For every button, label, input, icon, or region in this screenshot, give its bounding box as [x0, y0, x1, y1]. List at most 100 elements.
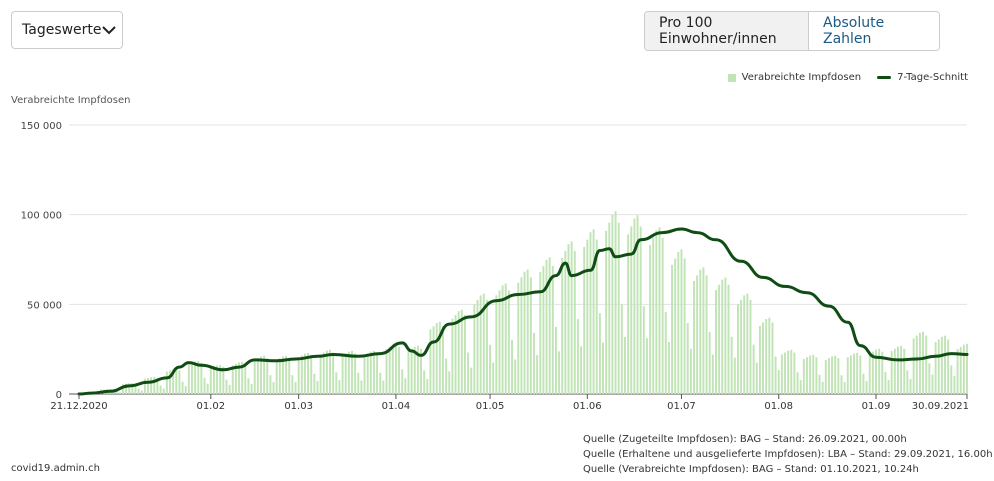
bar — [944, 335, 947, 394]
bar — [689, 348, 692, 394]
legend-item-line[interactable]: 7-Tage-Schnitt — [877, 72, 968, 83]
bar — [416, 345, 419, 394]
bar — [316, 381, 319, 394]
bar — [840, 375, 843, 394]
bar — [661, 237, 664, 394]
y-axis-title: Verabreichte Impfdosen — [11, 95, 131, 106]
bar — [887, 379, 890, 394]
bar — [740, 299, 743, 394]
toggle-per-100[interactable]: Pro 100 Einwohner/innen — [645, 12, 809, 50]
bar — [134, 383, 137, 394]
bar — [410, 348, 413, 394]
bar — [598, 313, 601, 394]
toggle-absolute[interactable]: Absolute Zahlen — [809, 12, 939, 50]
bar — [216, 365, 219, 394]
bar — [300, 355, 303, 394]
bar — [470, 367, 473, 394]
bar — [831, 356, 834, 394]
bar — [310, 355, 313, 394]
bar — [721, 279, 724, 394]
bar — [614, 211, 617, 394]
bar — [391, 344, 394, 394]
bar — [206, 383, 209, 394]
bar — [329, 349, 331, 394]
bar — [777, 370, 780, 394]
bar — [664, 312, 667, 394]
bar — [743, 295, 746, 394]
bar — [818, 374, 821, 394]
bar — [642, 306, 645, 394]
bar — [181, 381, 184, 394]
bar — [285, 355, 288, 394]
bar — [583, 246, 586, 394]
bar — [288, 358, 291, 394]
bar — [617, 222, 620, 394]
bar — [711, 354, 714, 394]
bar — [413, 346, 416, 394]
bar — [360, 380, 363, 394]
chart-legend: Verabreichte Impfdosen 7-Tage-Schnitt — [727, 72, 968, 83]
bar — [727, 284, 730, 394]
bar — [558, 351, 561, 394]
bar — [576, 319, 579, 394]
bar — [432, 326, 435, 394]
bar — [903, 348, 906, 394]
bar — [454, 314, 457, 394]
bar — [303, 353, 306, 394]
bar — [533, 332, 535, 394]
y-tick-label: 0 — [56, 390, 62, 401]
bar — [457, 311, 460, 394]
bar — [605, 230, 608, 394]
bar — [332, 352, 335, 394]
bar — [865, 381, 868, 394]
bar — [507, 290, 510, 394]
bar — [526, 269, 529, 394]
bar — [228, 384, 231, 394]
bar — [630, 226, 633, 394]
bar — [482, 293, 485, 394]
legend-item-bars[interactable]: Verabreichte Impfdosen — [727, 72, 861, 83]
bar — [702, 267, 705, 394]
bar — [940, 336, 943, 394]
vaccination-chart: 0 50 000 100 000 150 000 21.12.2020 01.02 01.0… — [21, 121, 969, 412]
bar — [156, 377, 159, 394]
x-tick-label: 30.09.2021 — [912, 401, 969, 412]
bar — [548, 257, 551, 394]
bar — [272, 382, 275, 394]
bar — [696, 275, 699, 394]
unit-toggle[interactable]: Pro 100 Einwohner/innen Absolute Zahlen — [644, 11, 940, 51]
bar — [884, 371, 887, 394]
bar — [438, 321, 441, 394]
bar — [649, 245, 652, 394]
bar — [950, 365, 953, 394]
bar — [573, 250, 576, 394]
bar — [344, 353, 347, 394]
bar — [922, 331, 925, 394]
bar — [931, 374, 934, 394]
bar — [460, 309, 463, 394]
bar — [297, 357, 300, 394]
bar — [862, 373, 865, 394]
bar — [250, 383, 253, 394]
bar — [539, 272, 542, 394]
bar — [291, 375, 294, 394]
bar — [545, 259, 548, 394]
bar — [551, 265, 554, 394]
bar — [372, 350, 375, 394]
bar — [724, 277, 727, 394]
period-dropdown[interactable]: Tageswerte — [11, 11, 123, 49]
bar — [837, 358, 840, 394]
bar — [479, 295, 482, 394]
bar — [335, 372, 338, 394]
bar — [238, 362, 240, 394]
bar — [476, 299, 479, 394]
bar — [671, 264, 674, 394]
bar — [645, 338, 648, 394]
bar — [746, 293, 749, 394]
bar — [806, 357, 808, 394]
bar — [121, 384, 124, 394]
bar — [793, 352, 796, 394]
period-dropdown-label: Tageswerte — [22, 22, 102, 38]
legend-line-label: 7-Tage-Schnitt — [897, 72, 968, 83]
bar — [363, 355, 366, 394]
